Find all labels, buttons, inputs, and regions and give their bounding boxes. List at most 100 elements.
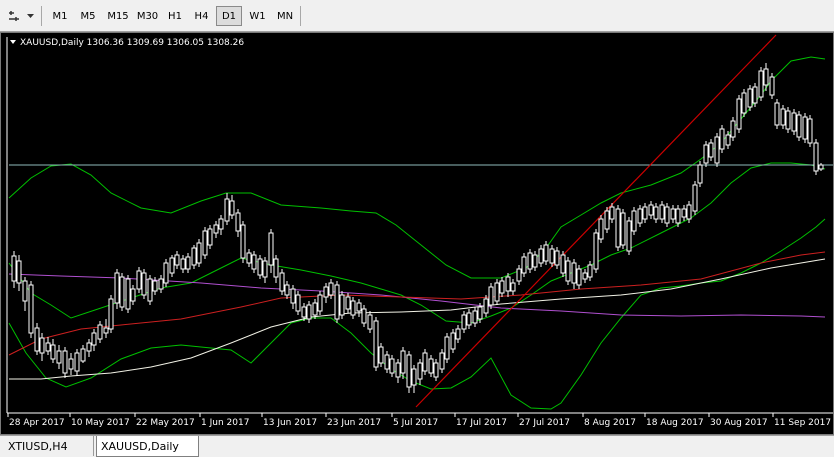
candle[interactable]: [268, 229, 274, 273]
candle[interactable]: [670, 205, 676, 223]
candle[interactable]: [34, 323, 40, 355]
candle[interactable]: [703, 141, 709, 167]
candle[interactable]: [196, 239, 202, 267]
candle[interactable]: [576, 265, 582, 289]
candle[interactable]: [251, 251, 257, 273]
candle[interactable]: [774, 99, 780, 129]
candle[interactable]: [510, 279, 516, 295]
candle[interactable]: [543, 241, 549, 265]
candle[interactable]: [185, 253, 191, 273]
candlestick-chart-svg[interactable]: 28 Apr 2017 10 May 2017 22 May 2017 1 Jun 2…: [1, 33, 833, 434]
candle[interactable]: [213, 221, 219, 238]
candle[interactable]: [631, 207, 637, 235]
candle[interactable]: [108, 295, 114, 333]
chart-tab[interactable]: XTIUSD,H4: [4, 436, 94, 456]
candle[interactable]: [439, 349, 445, 373]
candle[interactable]: [461, 311, 467, 333]
candle[interactable]: [50, 339, 56, 363]
candle[interactable]: [136, 267, 142, 293]
candle[interactable]: [97, 321, 103, 343]
candle[interactable]: [28, 281, 34, 338]
candle[interactable]: [406, 351, 412, 393]
candle[interactable]: [417, 359, 423, 385]
candle[interactable]: [818, 163, 824, 171]
candle[interactable]: [780, 105, 786, 129]
candle[interactable]: [323, 283, 329, 303]
timeframe-button-d1[interactable]: D1: [216, 6, 242, 26]
candle[interactable]: [714, 133, 720, 167]
candle[interactable]: [719, 125, 725, 153]
candle[interactable]: [433, 359, 439, 381]
candle[interactable]: [163, 259, 169, 287]
candle[interactable]: [477, 303, 483, 323]
price-chart[interactable]: 28 Apr 2017 10 May 2017 22 May 2017 1 Jun 2…: [0, 32, 834, 435]
candle[interactable]: [317, 291, 323, 315]
candle[interactable]: [752, 83, 758, 107]
candle[interactable]: [802, 113, 808, 143]
candle[interactable]: [339, 291, 345, 319]
line-tools-button[interactable]: [4, 6, 24, 26]
candle[interactable]: [16, 255, 22, 291]
timeframe-button-h1[interactable]: H1: [168, 10, 182, 22]
candle[interactable]: [68, 353, 74, 375]
candle[interactable]: [158, 275, 164, 293]
candle[interactable]: [395, 359, 401, 383]
candle[interactable]: [45, 337, 51, 355]
candle[interactable]: [488, 283, 494, 309]
candle[interactable]: [235, 209, 241, 237]
candle[interactable]: [741, 89, 747, 117]
candle[interactable]: [659, 201, 665, 223]
chart-tab[interactable]: XAUUSD,Daily: [96, 436, 199, 457]
candle[interactable]: [400, 347, 406, 379]
candle[interactable]: [125, 275, 131, 313]
timeframe-button-m5[interactable]: M5: [80, 10, 96, 22]
candle[interactable]: [538, 245, 544, 267]
candle[interactable]: [356, 299, 362, 317]
candle[interactable]: [91, 329, 97, 351]
candle[interactable]: [730, 117, 736, 141]
candle[interactable]: [560, 251, 566, 277]
candle[interactable]: [604, 207, 610, 233]
candle[interactable]: [11, 251, 17, 288]
candle[interactable]: [455, 325, 461, 343]
candle[interactable]: [361, 305, 367, 327]
candle[interactable]: [642, 203, 648, 223]
candle[interactable]: [785, 107, 791, 133]
bollinger-upper[interactable]: [8, 56, 826, 279]
candle[interactable]: [191, 245, 197, 269]
candle[interactable]: [653, 203, 659, 223]
candle[interactable]: [692, 181, 698, 215]
candle[interactable]: [428, 355, 434, 377]
candle[interactable]: [565, 257, 571, 285]
candle[interactable]: [626, 217, 632, 255]
candle[interactable]: [350, 297, 356, 319]
candle[interactable]: [378, 343, 384, 367]
candle[interactable]: [571, 259, 577, 289]
candle[interactable]: [807, 115, 813, 147]
candle[interactable]: [615, 205, 621, 251]
candle[interactable]: [169, 255, 175, 277]
ma-white-line[interactable]: [9, 258, 826, 380]
candle[interactable]: [312, 299, 318, 319]
candle[interactable]: [582, 269, 588, 283]
candle[interactable]: [769, 73, 775, 99]
bollinger-lower[interactable]: [8, 218, 826, 410]
candle[interactable]: [736, 95, 742, 133]
candle[interactable]: [532, 251, 538, 271]
candle[interactable]: [747, 85, 753, 111]
candle[interactable]: [450, 329, 456, 353]
candle[interactable]: [725, 131, 731, 149]
candle[interactable]: [74, 349, 80, 376]
candle[interactable]: [681, 205, 687, 221]
candle[interactable]: [22, 277, 28, 311]
candle[interactable]: [246, 249, 252, 267]
candle[interactable]: [218, 215, 224, 235]
candle[interactable]: [527, 249, 533, 273]
candle[interactable]: [207, 225, 213, 249]
candle[interactable]: [483, 295, 489, 317]
ma-red-line[interactable]: [8, 251, 826, 356]
candle[interactable]: [240, 221, 246, 263]
candle[interactable]: [598, 215, 604, 243]
candle[interactable]: [791, 109, 797, 135]
candle[interactable]: [763, 63, 769, 91]
